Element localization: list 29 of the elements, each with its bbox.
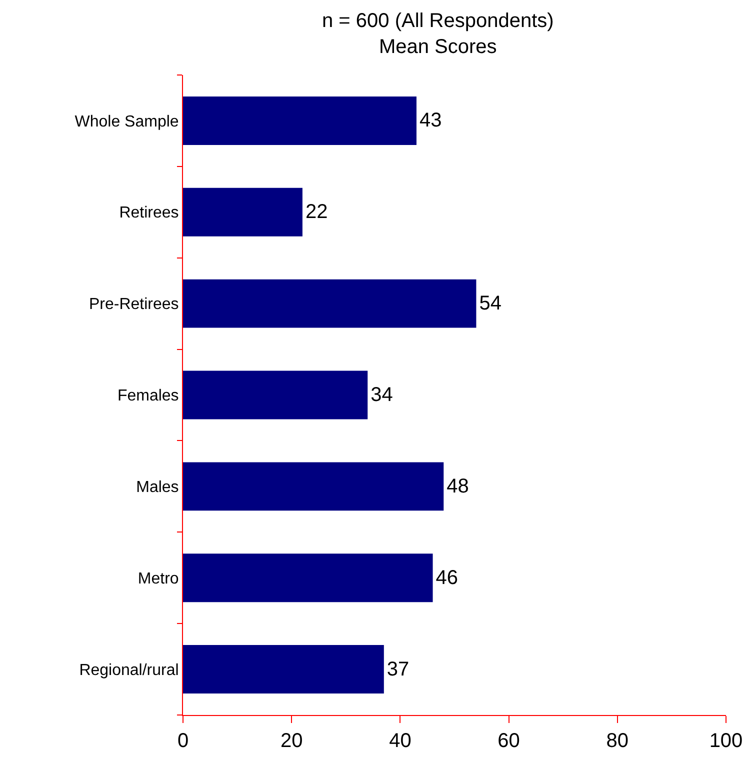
bar (183, 645, 384, 694)
bar (183, 554, 433, 602)
data-label: 48 (446, 475, 469, 498)
bar (183, 279, 476, 328)
bar (183, 462, 444, 511)
x-tick-label: 60 (498, 730, 520, 752)
chart-title: n = 600 (All Respondents) (322, 10, 554, 32)
data-label: 46 (436, 566, 458, 589)
data-label: 43 (419, 110, 442, 132)
data-label: 22 (305, 201, 328, 224)
x-tick-label: 80 (606, 730, 629, 752)
y-tick-label: Males (136, 479, 179, 496)
data-label: 34 (370, 384, 393, 406)
data-label: 37 (386, 658, 410, 680)
x-tick-label: 40 (389, 730, 412, 752)
y-tick-label: Whole Sample (74, 113, 179, 130)
y-tick-label: Retirees (119, 204, 179, 222)
bar (183, 188, 302, 236)
y-tick-label: Regional/rural (79, 662, 179, 679)
y-tick-label: Metro (138, 570, 179, 588)
y-tick-label: Females (117, 388, 179, 405)
y-tick-label: Pre-Retirees (88, 296, 179, 314)
x-tick-label: 20 (280, 730, 303, 752)
chart-subtitle: Mean Scores (378, 36, 497, 58)
data-label: 54 (479, 292, 502, 315)
bar (183, 370, 368, 420)
bar (183, 96, 416, 145)
x-tick-label: 0 (177, 730, 189, 752)
x-tick-label: 100 (709, 730, 743, 752)
